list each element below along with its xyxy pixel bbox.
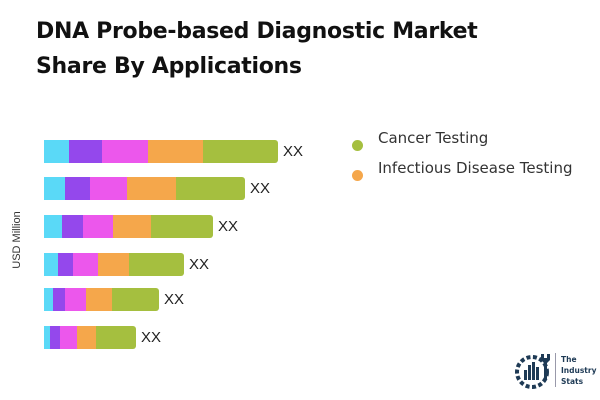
bar-segment[interactable] xyxy=(90,177,127,200)
bar-segment[interactable] xyxy=(58,253,73,276)
bar-segment[interactable] xyxy=(53,288,65,311)
bar-segment[interactable] xyxy=(148,140,203,163)
stacked-bar[interactable] xyxy=(44,177,245,200)
bar-segment[interactable] xyxy=(102,140,148,163)
bar-segment[interactable] xyxy=(113,215,151,238)
bar-row: XX xyxy=(44,326,161,349)
bar-segment[interactable] xyxy=(112,288,159,311)
bar-segment[interactable] xyxy=(98,253,129,276)
gear-chart-logo-icon xyxy=(515,354,550,389)
bar-segment[interactable] xyxy=(44,215,62,238)
stacked-bar[interactable] xyxy=(44,253,184,276)
bar-segment[interactable] xyxy=(151,215,213,238)
bar-row: XX xyxy=(44,177,270,200)
logo-divider xyxy=(555,353,556,387)
bar-value-label: XX xyxy=(218,218,239,235)
chart-title: DNA Probe-based Diagnostic Market Share … xyxy=(36,14,478,84)
stacked-bar[interactable] xyxy=(44,140,278,163)
bar-segment[interactable] xyxy=(176,177,245,200)
bar-segment[interactable] xyxy=(83,215,113,238)
bar-segment[interactable] xyxy=(73,253,98,276)
bar-segment[interactable] xyxy=(44,177,65,200)
legend-item-cancer-testing[interactable]: Cancer Testing xyxy=(352,127,573,157)
bar-segment[interactable] xyxy=(62,215,83,238)
bar-segment[interactable] xyxy=(65,177,90,200)
stacked-bar[interactable] xyxy=(44,288,159,311)
bar-segment[interactable] xyxy=(69,140,102,163)
title-line-1: DNA Probe-based Diagnostic Market xyxy=(36,19,478,44)
bar-value-label: XX xyxy=(141,329,162,346)
bar-segment[interactable] xyxy=(65,288,86,311)
bar-value-label: XX xyxy=(250,180,271,197)
y-axis-label: USD Million xyxy=(11,211,23,269)
logo-text: The Industry Stats xyxy=(561,354,596,387)
bar-segment[interactable] xyxy=(86,288,112,311)
logo-line-3: Stats xyxy=(561,376,584,386)
title-line-2: Share By Applications xyxy=(36,54,302,79)
stacked-bar[interactable] xyxy=(44,215,213,238)
bar-row: XX xyxy=(44,288,184,311)
bar-segment[interactable] xyxy=(44,326,50,349)
bar-value-label: XX xyxy=(189,256,210,273)
logo-line-2: Industry xyxy=(561,365,597,375)
legend-dot-icon xyxy=(352,170,363,181)
bar-value-label: XX xyxy=(283,143,304,160)
bar-segment[interactable] xyxy=(96,326,136,349)
bar-segment[interactable] xyxy=(50,326,60,349)
bar-row: XX xyxy=(44,215,238,238)
bar-row: XX xyxy=(44,253,209,276)
bar-segment[interactable] xyxy=(203,140,278,163)
bar-value-label: XX xyxy=(164,291,185,308)
bar-segment[interactable] xyxy=(60,326,77,349)
bar-segment[interactable] xyxy=(129,253,184,276)
legend: Cancer Testing Infectious Disease Testin… xyxy=(352,127,573,187)
bar-segment[interactable] xyxy=(44,288,53,311)
bar-segment[interactable] xyxy=(44,253,58,276)
bar-row: XX xyxy=(44,140,303,163)
legend-dot-icon xyxy=(352,140,363,151)
bar-segment[interactable] xyxy=(127,177,176,200)
bar-segment[interactable] xyxy=(77,326,96,349)
logo-line-1: The xyxy=(561,354,577,364)
legend-label: Cancer Testing xyxy=(378,129,489,147)
legend-item-infectious-disease-testing[interactable]: Infectious Disease Testing xyxy=(352,157,573,187)
legend-label: Infectious Disease Testing xyxy=(378,159,573,177)
bar-segment[interactable] xyxy=(44,140,69,163)
brand-logo: The Industry Stats xyxy=(513,350,596,390)
stacked-bar[interactable] xyxy=(44,326,136,349)
